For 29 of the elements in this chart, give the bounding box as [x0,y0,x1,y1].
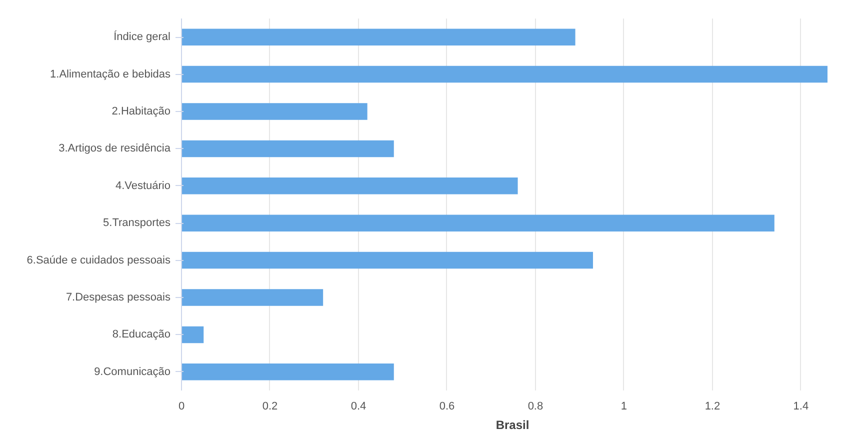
y-tick-label: 8.Educação [112,328,171,341]
x-tick-label: 0.6 [439,400,455,412]
y-tick-label: 6.Saúde e cuidados pessoais [26,254,171,266]
x-tick-label: 0.2 [262,400,278,412]
x-tick-label: 1.4 [793,400,809,412]
bar [182,326,204,344]
y-tick-label: 2.Habitação [112,106,171,118]
y-tick-label: 5.Transportes [103,217,171,230]
y-tick-label: 7.Despesas pessoais [66,292,171,304]
x-tick-label: 1.2 [704,400,720,412]
bar [182,140,394,158]
y-tick-label: Índice geral [114,30,171,44]
x-tick-label: 0 [178,400,185,412]
bar [182,214,774,232]
bar [182,28,576,46]
y-tick-label: 9.Comunicação [94,366,171,378]
y-tick-label: 3.Artigos de residência [58,142,172,155]
bar [182,66,828,83]
y-tick-label: 4.Vestuário [115,180,171,192]
text: Brasil [496,418,530,432]
bar [182,178,518,194]
bar [182,289,324,306]
bar [182,364,394,380]
x-tick-label: 0.4 [350,400,366,412]
bar [182,252,593,269]
bar [182,103,368,120]
y-tick-label: 1.Alimentação e bebidas [50,68,171,80]
x-tick-label: 0.8 [528,400,544,412]
x-tick-label: 1 [620,400,628,412]
